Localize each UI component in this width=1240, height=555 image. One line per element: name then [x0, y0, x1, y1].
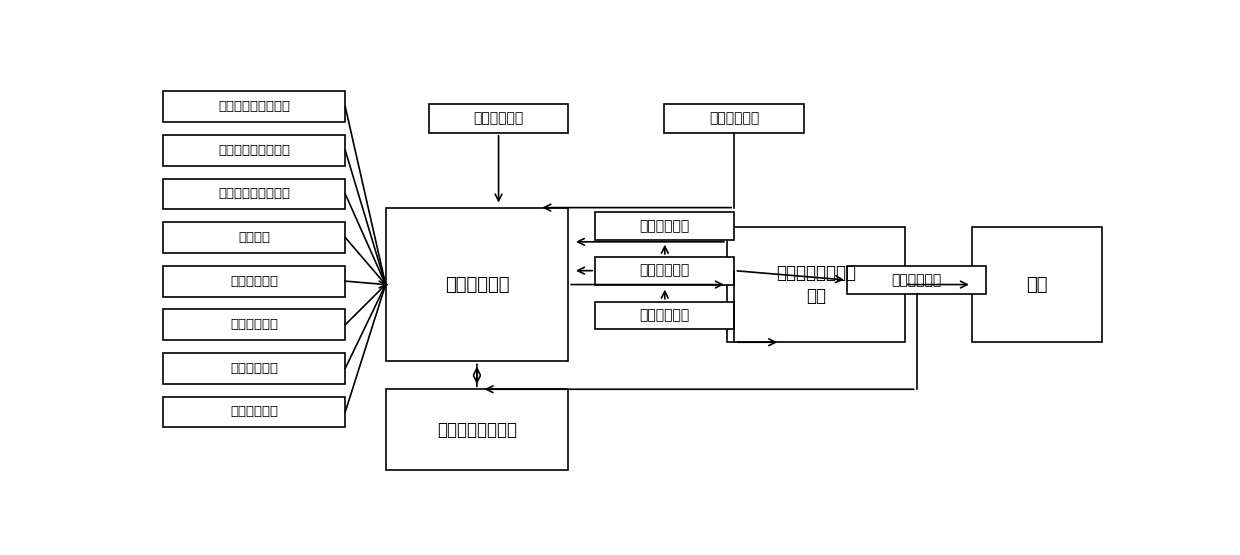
- Text: 动力远程及自动控制: 动力远程及自动控制: [218, 144, 290, 157]
- Bar: [162, 396, 345, 427]
- Bar: [386, 389, 568, 471]
- Text: 化添自动控制: 化添自动控制: [474, 112, 523, 125]
- Bar: [162, 309, 345, 340]
- Text: 排量自动控制: 排量自动控制: [229, 362, 278, 375]
- Text: 供灰动力系统: 供灰动力系统: [640, 309, 689, 322]
- Text: 固井仸表控制系统: 固井仸表控制系统: [436, 421, 517, 439]
- Text: 供灰稳压系统: 供灰稳压系统: [640, 219, 689, 233]
- Text: 管汇自动控制: 管汇自动控制: [229, 405, 278, 418]
- Bar: [162, 135, 345, 166]
- Text: 供水自动控制: 供水自动控制: [709, 112, 759, 125]
- Text: 液位自动控制: 液位自动控制: [229, 318, 278, 331]
- Bar: [162, 266, 345, 296]
- Text: 密度自动控制: 密度自动控制: [229, 275, 278, 287]
- Bar: [429, 104, 568, 133]
- Text: 供灰控制系统: 供灰控制系统: [892, 273, 941, 287]
- Bar: [847, 266, 986, 294]
- Bar: [162, 222, 345, 253]
- Bar: [727, 227, 905, 342]
- Text: 供灰储灰系统: 供灰储灰系统: [640, 264, 689, 278]
- Bar: [595, 257, 734, 285]
- Text: 固井: 固井: [1025, 275, 1048, 294]
- Text: 蝶阀远程及自动控制: 蝶阀远程及自动控制: [218, 100, 290, 113]
- Text: 混合远程及自动控制: 混合远程及自动控制: [218, 188, 290, 200]
- Bar: [665, 104, 804, 133]
- Bar: [162, 353, 345, 384]
- Bar: [972, 227, 1101, 342]
- Bar: [162, 92, 345, 122]
- Text: 核心固井设备: 核心固井设备: [445, 275, 510, 294]
- Bar: [162, 179, 345, 209]
- Bar: [595, 212, 734, 240]
- Text: 辅助功能: 辅助功能: [238, 231, 270, 244]
- Bar: [595, 302, 734, 330]
- Text: 井控装置自动控制
系统: 井控装置自动控制 系统: [776, 264, 856, 305]
- Bar: [386, 208, 568, 361]
